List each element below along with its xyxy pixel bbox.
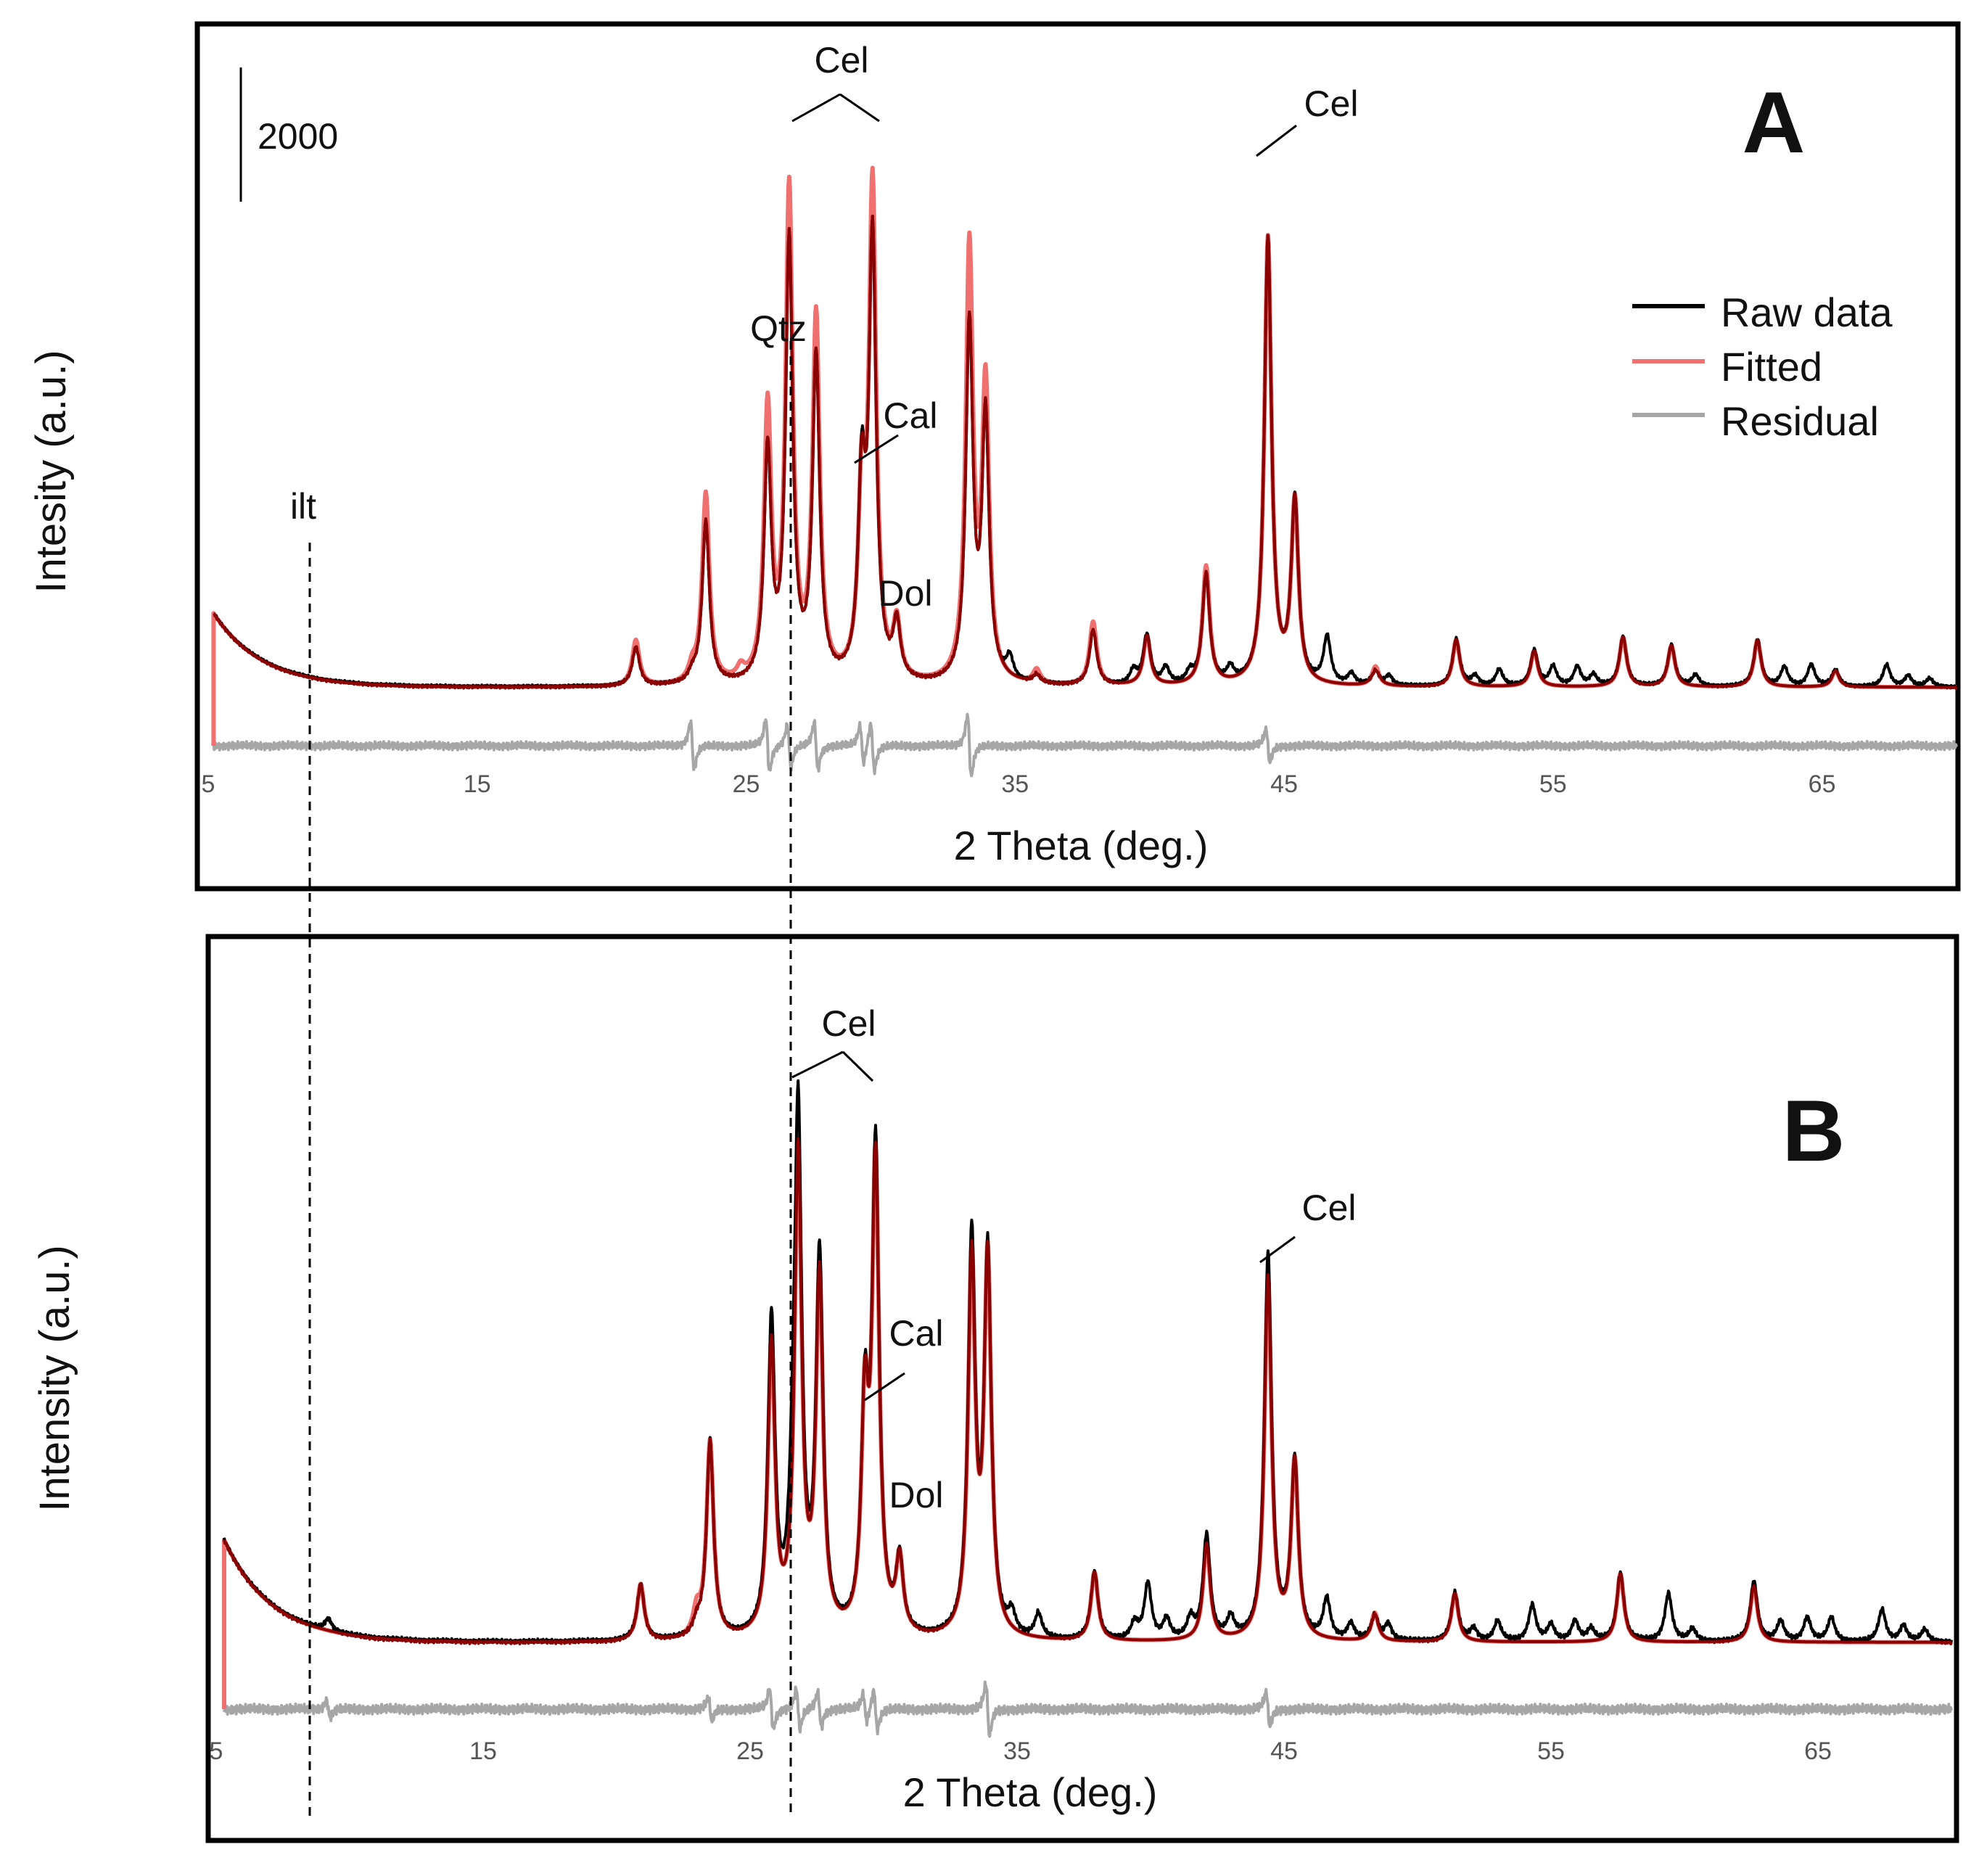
panel-a-x-tick-15: 15: [464, 770, 491, 798]
panel-b-label: B: [1782, 1082, 1846, 1180]
panel-b-x-ticks: 5 15 25 35 45 55 65: [210, 1737, 1832, 1765]
panel-b-frame: [205, 934, 1959, 1843]
panel-a: Intesity (a.u.) 2000 A Raw data Fitted R…: [28, 21, 1961, 892]
panel-a-plot: [211, 165, 1959, 778]
panel-b-y-axis-label: Intensity (a.u.): [31, 1245, 78, 1511]
panel-a-ann-ilt: ilt: [290, 486, 316, 527]
panel-a-ann-cel-pair: Cel: [814, 40, 868, 81]
panel-b-ann-cel-single-leader: [1259, 1235, 1296, 1264]
panel-b-x-tick-25: 25: [736, 1737, 764, 1765]
panel-b-ann-cal-leader: [864, 1372, 905, 1402]
panel-a-scale-bar-label: 2000: [258, 116, 338, 157]
legend-raw-label: Raw data: [1721, 289, 1893, 335]
panel-b-x-tick-35: 35: [1003, 1737, 1031, 1765]
panel-b-ann-cel-pair-leader-left: [791, 1050, 844, 1079]
panel-b-ann-cel-pair: Cel: [821, 1003, 876, 1044]
panel-b-ann-cal: Cal: [889, 1313, 943, 1354]
panel-a-x-tick-35: 35: [1001, 770, 1029, 798]
panel-a-x-tick-5: 5: [202, 770, 215, 798]
panel-a-ann-cel-pair-leader-right: [839, 93, 880, 123]
legend-residual-label: Residual: [1721, 398, 1879, 444]
panel-a-ann-cel-single: Cel: [1304, 83, 1358, 124]
panel-a-fitted-series: [211, 165, 1959, 746]
panel-a-raw-series: [213, 214, 1958, 690]
panel-b-x-tick-45: 45: [1270, 1737, 1298, 1765]
panel-a-x-ticks: 5 15 25 35 45 55 65: [202, 770, 1836, 798]
panel-a-residual-series: [212, 712, 1958, 778]
panel-a-x-tick-45: 45: [1270, 770, 1298, 798]
panel-b-x-tick-5: 5: [210, 1737, 223, 1765]
legend-fitted-label: Fitted: [1721, 344, 1822, 390]
panel-a-ann-cal: Cal: [883, 395, 937, 436]
panel-a-legend: Raw data Fitted Residual: [1632, 289, 1893, 444]
panel-a-ann-cal-leader: [854, 434, 899, 464]
panel-b-x-axis-label: 2 Theta (deg.): [903, 1769, 1158, 1815]
panel-b-ann-cel-pair-leader-right: [842, 1050, 874, 1082]
panel-b-plot: [222, 1079, 1954, 1738]
panel-b-residual-series: [223, 1680, 1953, 1738]
panel-a-ann-dol: Dol: [878, 573, 932, 614]
panel-a-frame: [194, 21, 1961, 892]
panel-a-y-axis-label: Intesity (a.u.): [28, 350, 75, 593]
panel-a-label: A: [1743, 74, 1806, 171]
panel-a-x-tick-65: 65: [1809, 770, 1836, 798]
panel-a-ann-cel-single-leader: [1256, 124, 1297, 157]
panel-b-ann-dol: Dol: [889, 1475, 943, 1515]
panel-b-x-tick-15: 15: [469, 1737, 497, 1765]
panel-b-x-tick-65: 65: [1804, 1737, 1832, 1765]
panel-a-x-tick-55: 55: [1539, 770, 1567, 798]
panel-b-ann-cel-single: Cel: [1301, 1188, 1356, 1228]
panel-a-ann-cel-pair-leader-left: [791, 93, 841, 123]
panel-b-raw-series: [223, 1079, 1953, 1645]
panel-a-x-tick-25: 25: [733, 770, 760, 798]
panel-a-overlap-series: [213, 214, 1958, 690]
panel-b-overlap-series: [223, 1137, 1953, 1645]
panel-b-x-tick-55: 55: [1537, 1737, 1565, 1765]
panel-b: Intensity (a.u.) B 5 15 25 35 45 55 65 2 Theta…: [31, 934, 1959, 1843]
panel-a-x-axis-label: 2 Theta (deg.): [954, 823, 1209, 868]
panel-a-ann-qtz: Qtz: [750, 308, 807, 349]
